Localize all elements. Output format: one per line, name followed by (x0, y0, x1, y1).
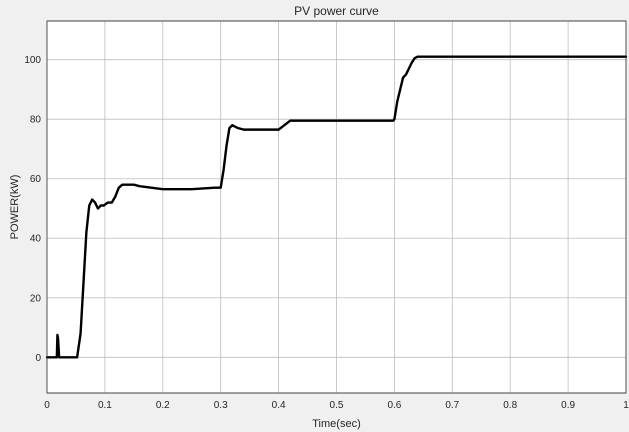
x-tick-labels: 0 0.1 0.2 0.3 0.4 0.5 0.6 0.7 0.8 0.9 1 (44, 400, 629, 411)
y-tick-label: 100 (24, 55, 41, 66)
y-tick-label: 60 (30, 174, 42, 185)
plot-frame (46, 20, 627, 394)
x-tick-label: 0.6 (387, 400, 401, 411)
x-tick-label: 0.4 (272, 400, 286, 411)
x-tick-label: 0.2 (156, 400, 170, 411)
x-tick-label: 0.1 (98, 400, 112, 411)
series-layer (45, 55, 628, 359)
x-tick-label: 1 (623, 400, 629, 411)
x-tick-label: 0.9 (561, 400, 575, 411)
chart-title: PV power curve (294, 4, 379, 18)
series-line-pv-power (45, 55, 628, 359)
x-tick-label: 0.7 (445, 400, 459, 411)
y-tick-labels: 0 20 40 60 80 100 (24, 55, 41, 364)
y-tick-label: 20 (30, 293, 42, 304)
x-axis-title: Time(sec) (312, 418, 360, 430)
y-tick-label: 40 (30, 234, 42, 245)
y-tick-label: 0 (35, 353, 41, 364)
x-tick-label: 0.5 (330, 400, 344, 411)
y-tick-label: 80 (30, 115, 42, 126)
x-tick-label: 0.8 (503, 400, 517, 411)
y-axis-title: POWER(kW) (9, 175, 21, 240)
x-tick-label: 0 (44, 400, 50, 411)
x-tick-label: 0.3 (214, 400, 228, 411)
